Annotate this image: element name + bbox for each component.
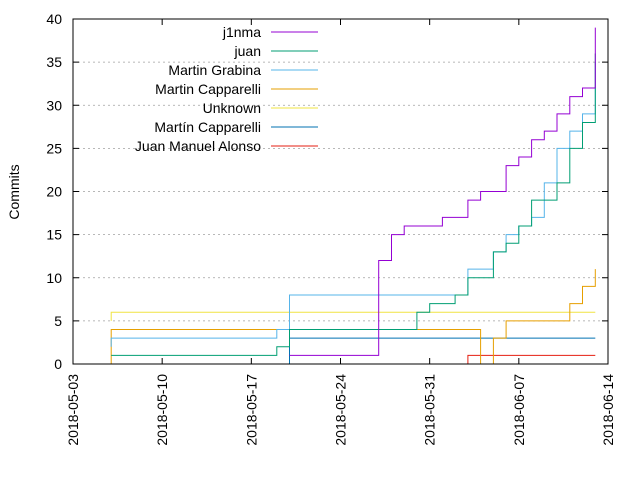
legend-label: j1nma	[222, 24, 261, 40]
y-tick-label: 40	[46, 11, 62, 27]
y-tick-label: 15	[46, 227, 62, 243]
x-tick-label: 2018-05-17	[243, 374, 259, 446]
y-tick-label: 0	[54, 356, 62, 372]
legend-label: Juan Manuel Alonso	[135, 138, 261, 154]
legend-label: juan	[234, 43, 261, 59]
axis-ticks: 0 5 10 15 20 25 30 35 40 2018-05-03 2018-05-10 2018…	[46, 11, 616, 446]
legend-label: Martin Capparelli	[155, 81, 261, 97]
grid-lines	[73, 61, 608, 322]
y-tick-label: 30	[46, 97, 62, 113]
series-line-martin-capparelli	[110, 269, 596, 365]
legend-label: Martín Capparelli	[154, 119, 261, 135]
series-line-j1nma	[289, 27, 596, 356]
x-tick-label: 2018-06-07	[511, 374, 527, 446]
series-line-unknown	[110, 311, 596, 321]
legend-label: Martin Grabina	[168, 62, 261, 78]
y-tick-label: 5	[54, 313, 62, 329]
y-axis-title: Commits	[6, 164, 22, 219]
y-tick-label: 25	[46, 140, 62, 156]
series-line-mart-n-capparelli	[289, 337, 596, 364]
series-line-juan-manuel-alonso	[467, 354, 596, 364]
x-tick-label: 2018-05-31	[422, 374, 438, 446]
series-line-martin-grabina	[110, 62, 596, 347]
y-tick-label: 20	[46, 184, 62, 200]
y-tick-label: 10	[46, 270, 62, 286]
series-line-juan	[111, 53, 596, 356]
x-tick-label: 2018-05-24	[333, 374, 349, 446]
x-tick-label: 2018-05-10	[154, 374, 170, 446]
series-lines	[110, 27, 596, 365]
legend: j1nma juan Martin Grabina Martin Capparelli…	[135, 24, 318, 154]
legend-label: Unknown	[203, 100, 261, 116]
y-tick-label: 35	[46, 54, 62, 70]
x-tick-label: 2018-05-03	[65, 374, 81, 446]
x-tick-label: 2018-06-14	[600, 374, 616, 446]
